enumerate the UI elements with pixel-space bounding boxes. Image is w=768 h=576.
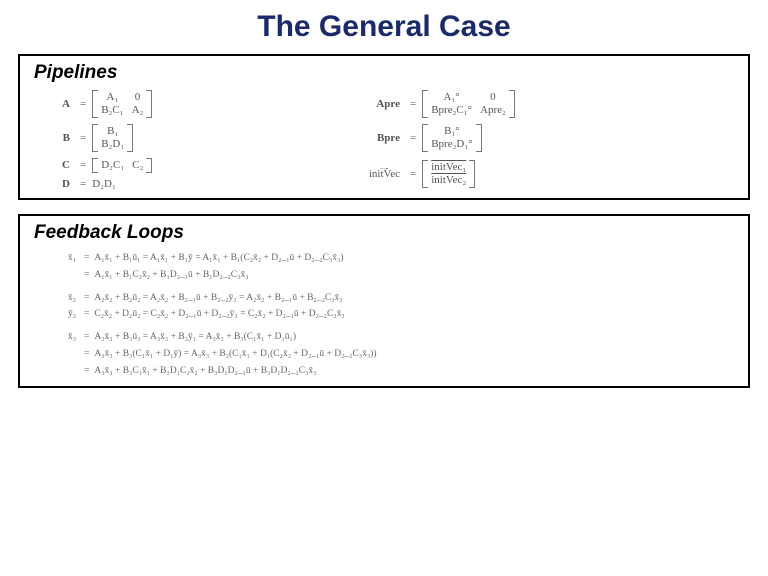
lhs-Bpre: Bpre — [377, 132, 400, 144]
feedback-line: =A₁x̄₁ + B₁C₂x̄₂ + B₁D₂_₁ū + B₁D₂_₂C₃x̄₃ — [56, 269, 734, 282]
feedback-line: x̄₂=A₂x̄₂ + B₂ū₂ = A₂x̄₂ + B₂_₁ū + B₂_₂ȳ… — [56, 292, 734, 305]
slide: The General Case Pipelines A = A₁ 0 B₂C₁… — [0, 0, 768, 576]
feedback-line: x̄₃=A₃x̄₃ + B₃ū₃ = A₃x̄₃ + B₃ȳ₁ = A₃x̄₃ … — [56, 331, 734, 344]
eq-B: B = B₁ B₂D₁ — [54, 124, 342, 152]
eq-A: A = A₁ 0 B₂C₁ A₂ — [54, 90, 342, 118]
cell: 0 — [132, 92, 144, 103]
lhs-Apre: Apre — [376, 98, 400, 110]
eq-Apre: Apre = A₁° 0 Bpre₂C₁° Apre₂ — [352, 90, 734, 118]
pipelines-heading: Pipelines — [34, 62, 734, 84]
feedback-equations: x̄₁=A₁x̄₁ + B₁ū₁ = A₁x̄₁ + B₁ȳ = A₁x̄₁ +… — [34, 250, 734, 378]
feedback-line: ȳ₂=C₂x̄₂ + D₂ū₂ = C₂x̄₂ + D₂_₁ū + D₂_₂ȳ₃… — [56, 308, 734, 321]
eq-D: D = D₂D₁ — [54, 179, 342, 190]
feedback-line: x̄₁=A₁x̄₁ + B₁ū₁ = A₁x̄₁ + B₁ȳ = A₁x̄₁ +… — [56, 252, 734, 265]
cell: 0 — [480, 92, 506, 103]
feedback-line: =A₃x̄₃ + B₃C₁x̄₁ + B₃D₁C₂x̄₂ + B₃D₁D₂_₁ū… — [56, 365, 734, 378]
eq-initVec: initVec = initVec₁ initVec₂ — [352, 160, 734, 188]
eq-Bpre: Bpre = B₁° Bpre₂D₁° — [352, 124, 734, 152]
cell: D₂C₁ — [101, 160, 124, 171]
cell: A₁° — [431, 92, 472, 103]
feedback-heading: Feedback Loops — [34, 222, 734, 244]
feedback-box: Feedback Loops x̄₁=A₁x̄₁ + B₁ū₁ = A₁x̄₁ … — [18, 214, 750, 388]
cell: B₂D₁ — [101, 139, 124, 150]
pipelines-content: A = A₁ 0 B₂C₁ A₂ B = — [34, 90, 734, 190]
cell: B₁ — [101, 126, 124, 137]
cell: B₂C₁ — [101, 105, 123, 116]
cell: A₁ — [101, 92, 123, 103]
cell: initVec₂ — [431, 175, 466, 186]
pipelines-left-col: A = A₁ 0 B₂C₁ A₂ B = — [34, 90, 342, 190]
slide-title: The General Case — [18, 10, 750, 44]
lhs-B: B — [63, 132, 70, 144]
lhs-D: D — [62, 178, 70, 190]
pipelines-box: Pipelines A = A₁ 0 B₂C₁ A₂ — [18, 54, 750, 200]
cell: Bpre₂C₁° — [431, 105, 472, 116]
feedback-line: =A₃x̄₃ + B₃(C₁x̄₁ + D₁ȳ) = A₃x̄₃ + B₃(C₁… — [56, 348, 734, 361]
pipelines-right-col: Apre = A₁° 0 Bpre₂C₁° Apre₂ Bpre = — [342, 90, 734, 188]
cell: Apre₂ — [480, 105, 506, 116]
lhs-C: C — [62, 159, 70, 171]
rhs-D: D₂D₁ — [92, 179, 116, 190]
cell: B₁° — [431, 126, 472, 137]
cell: Bpre₂D₁° — [431, 139, 472, 150]
cell: C₂ — [132, 160, 143, 171]
cell: A₂ — [132, 105, 144, 116]
eq-C: C = D₂C₁ C₂ — [54, 158, 342, 173]
cell: initVec₁ — [431, 162, 466, 173]
lhs-A: A — [62, 98, 70, 110]
lhs-initVec: initVec — [369, 169, 400, 180]
